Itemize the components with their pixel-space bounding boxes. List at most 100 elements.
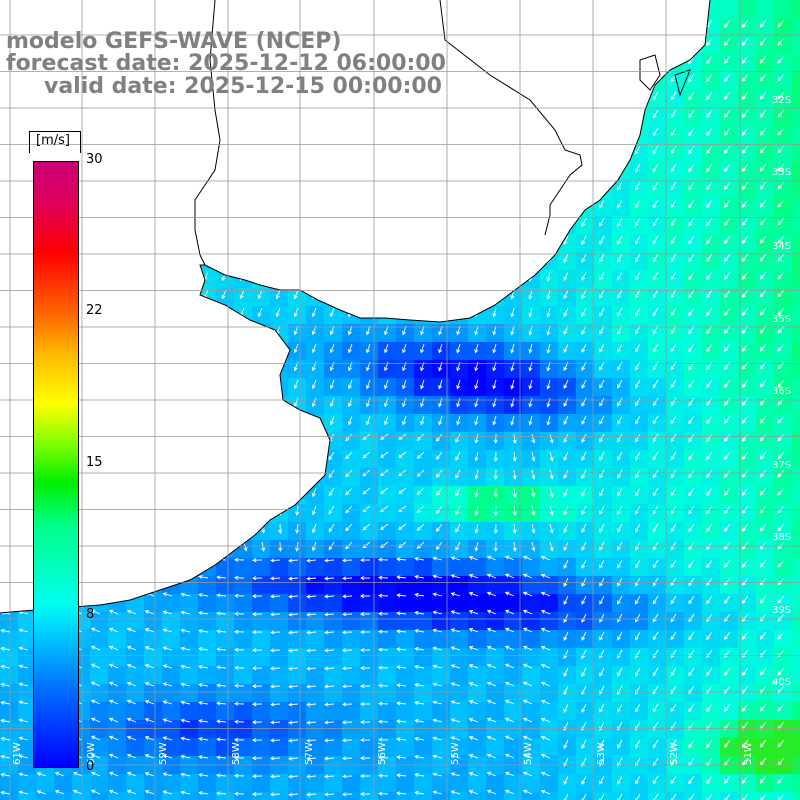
wind-cell [594,648,613,667]
wind-arrow [724,775,731,784]
wind-cell [450,576,469,595]
wind-arrow [688,271,695,281]
wind-arrow [328,451,335,461]
wind-arrow [670,109,677,119]
wind-arrow [342,630,353,635]
wind-arrow [777,487,785,496]
wind-cell [342,522,361,541]
wind-arrow [617,487,623,497]
wind-arrow [275,289,281,300]
wind-arrow [180,772,191,777]
wind-arrow [438,379,443,390]
wind-arrow [724,523,731,532]
wind-cell [738,36,757,55]
wind-cell [324,558,343,577]
wind-cell [558,342,577,361]
wind-cell [594,594,613,613]
wind-cell [450,702,469,721]
wind-arrow [18,736,29,741]
wind-arrow [360,557,371,563]
wind-cell [756,108,775,127]
wind-cell [756,270,775,289]
wind-arrow [435,433,443,442]
wind-cell [558,450,577,469]
wind-cell [774,396,793,415]
wind-cell [684,450,703,469]
wind-arrow [270,720,281,725]
wind-cell [342,360,361,379]
wind-arrow [741,235,749,244]
wind-arrow [563,271,569,281]
wind-cell [522,648,541,667]
wind-cell [234,558,253,577]
wind-arrow [706,379,713,389]
wind-cell [612,342,631,361]
wind-cell [738,486,757,505]
wind-arrow [759,73,767,82]
wind-cell [252,702,271,721]
wind-arrow [493,505,498,516]
wind-arrow [414,736,425,741]
wind-arrow [724,307,731,316]
wind-cell [774,108,793,127]
wind-arrow [581,307,587,317]
wind-arrow [198,646,209,652]
wind-cell [630,684,649,703]
wind-arrow [126,627,137,633]
wind-cell [756,324,775,343]
wind-arrow [617,379,623,389]
wind-cell [18,684,37,703]
wind-arrow [528,415,533,426]
lagoon-outline [639,54,691,97]
wind-cell [648,342,667,361]
wind-arrow [396,791,407,796]
wind-arrow [402,379,407,390]
wind-arrow [234,611,245,616]
wind-cell [648,612,667,631]
wind-arrow [670,145,677,155]
wind-cell [252,576,271,595]
wind-arrow [528,325,533,336]
wind-arrow [777,379,785,388]
wind-arrow [688,181,695,191]
wind-arrow [384,397,389,408]
wind-cell [630,396,649,415]
wind-arrow [396,773,407,778]
wind-arrow [108,753,119,759]
wind-cell [306,738,325,757]
wind-cell [576,486,595,505]
wind-arrow [216,791,227,796]
wind-cell [0,702,19,721]
wind-arrow [216,683,227,688]
wind-cell [558,306,577,325]
wind-cell [702,72,721,91]
wind-arrow [531,469,536,480]
wind-cell [630,234,649,253]
wind-arrow [414,772,425,777]
wind-arrow [365,397,371,408]
wind-arrow [706,775,713,785]
wind-cell [270,702,289,721]
wind-arrow [342,594,353,599]
wind-cell [630,486,649,505]
wind-arrow [759,595,767,604]
wind-cell [612,198,631,217]
wind-cell [702,504,721,523]
wind-cell [288,792,307,800]
wind-cell [792,54,800,73]
wind-arrow [455,487,461,497]
wind-arrow [384,379,389,390]
wind-cell [684,234,703,253]
wind-arrow [688,703,695,713]
wind-cell [576,774,595,793]
wind-arrow [293,379,299,390]
wind-arrow [435,541,443,550]
wind-arrow [706,595,713,605]
wind-cell [702,126,721,145]
wind-arrow [546,415,551,426]
wind-cell [540,720,559,739]
wind-arrow [581,253,587,263]
wind-cell [414,774,433,793]
wind-arrow [360,719,371,725]
wind-cell [252,666,271,685]
